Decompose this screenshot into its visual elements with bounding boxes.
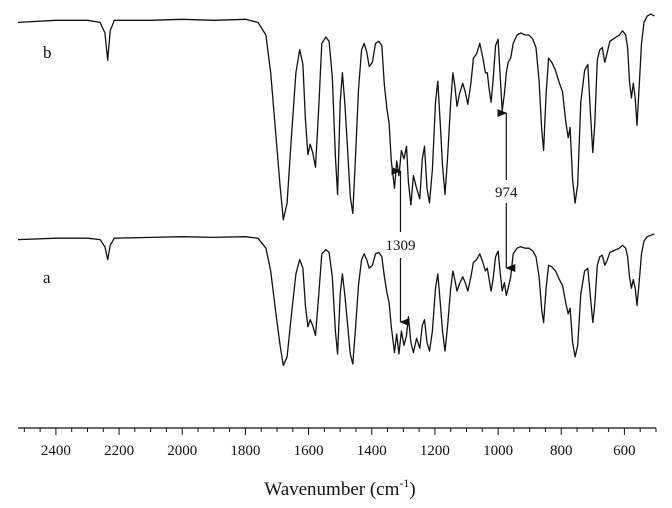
spectrum-line-b <box>17 13 655 221</box>
annotation-label-1309: 1309 <box>385 238 415 254</box>
x-tick-label-2200: 2200 <box>104 443 134 459</box>
x-tick-label-800: 800 <box>550 443 573 459</box>
series-label-a: a <box>43 268 51 287</box>
x-axis-title: Wavenumber (cm-1) <box>264 476 415 500</box>
x-tick-label-1000: 1000 <box>483 443 513 459</box>
x-tick-label-600: 600 <box>613 443 636 459</box>
x-tick-label-1600: 1600 <box>294 443 324 459</box>
annotation-label-974: 974 <box>495 185 518 201</box>
spectrum-line-a <box>17 233 655 367</box>
x-axis-title-main: Wavenumber (cm <box>264 479 399 500</box>
x-tick-label-1200: 1200 <box>420 443 450 459</box>
x-axis-title-superscript: -1 <box>399 476 409 490</box>
x-tick-label-1800: 1800 <box>230 443 260 459</box>
x-axis-ticks <box>23 428 657 435</box>
series-label-b: b <box>43 43 52 62</box>
x-axis-tick-labels: 2400 2200 2000 1800 1600 1400 1200 1000 … <box>41 443 636 459</box>
x-tick-label-1400: 1400 <box>357 443 387 459</box>
x-tick-label-2000: 2000 <box>167 443 197 459</box>
x-axis-title-end: ) <box>409 479 415 500</box>
x-tick-label-2400: 2400 <box>41 443 71 459</box>
